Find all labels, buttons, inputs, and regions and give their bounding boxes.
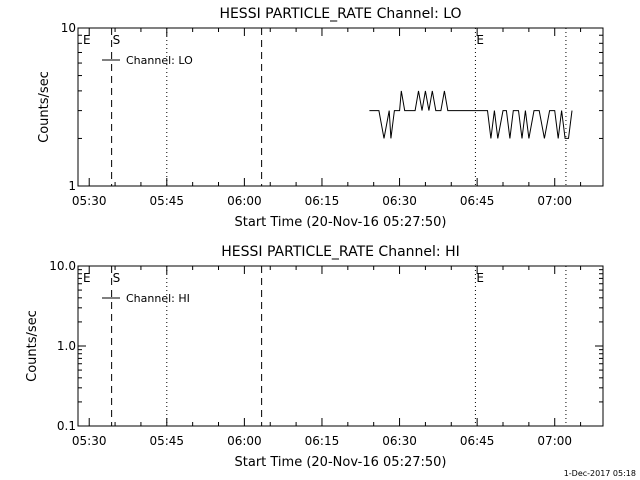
x-tick-label: 07:00 xyxy=(537,194,572,208)
x-tick-label: 06:45 xyxy=(460,194,495,208)
y-tick-label: 10 xyxy=(61,21,76,35)
event-marker-label: E xyxy=(476,271,484,285)
x-tick-label: 06:00 xyxy=(227,434,262,448)
chart-title: HESSI PARTICLE_RATE Channel: LO xyxy=(219,6,461,22)
x-axis-title: Start Time (20-Nov-16 05:27:50) xyxy=(235,455,447,470)
y-tick-label: 1.0 xyxy=(57,339,76,353)
legend-label: Channel: LO xyxy=(126,54,193,67)
y-axis-title: Counts/sec xyxy=(37,71,52,143)
x-axis-title: Start Time (20-Nov-16 05:27:50) xyxy=(235,215,447,230)
legend-label: Channel: HI xyxy=(126,292,190,305)
plot-frame xyxy=(77,27,604,187)
chart-title: HESSI PARTICLE_RATE Channel: HI xyxy=(221,244,459,260)
x-tick-label: 05:30 xyxy=(72,434,107,448)
x-tick-label: 06:30 xyxy=(382,434,417,448)
x-tick-label: 06:45 xyxy=(460,434,495,448)
event-marker-label: S xyxy=(113,271,121,285)
x-tick-label: 06:00 xyxy=(227,194,262,208)
x-tick-label: 06:15 xyxy=(305,434,340,448)
event-marker-label: E xyxy=(83,271,91,285)
event-marker-label: E xyxy=(83,33,91,47)
x-tick-label: 05:30 xyxy=(72,194,107,208)
event-marker-label: E xyxy=(476,33,484,47)
plot-frame xyxy=(77,265,604,427)
series-line-0 xyxy=(369,90,573,139)
y-axis-title: Counts/sec xyxy=(25,310,40,382)
x-tick-label: 07:00 xyxy=(537,434,572,448)
event-marker-label: S xyxy=(113,33,121,47)
y-tick-label: 10.0 xyxy=(49,259,76,273)
x-tick-label: 06:15 xyxy=(305,194,340,208)
x-tick-label: 06:30 xyxy=(382,194,417,208)
x-tick-label: 05:45 xyxy=(149,434,184,448)
y-tick-label: 0.1 xyxy=(57,419,76,433)
x-tick-label: 05:45 xyxy=(149,194,184,208)
y-tick-label: 1 xyxy=(68,179,76,193)
plot-timestamp: 1-Dec-2017 05:18 xyxy=(564,469,636,478)
